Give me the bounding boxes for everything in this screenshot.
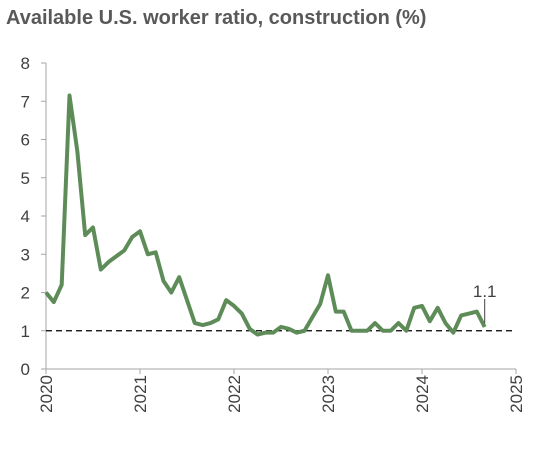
x-tick-label: 2024 [413,375,432,413]
y-tick-label: 5 [21,169,30,188]
x-tick-label: 2023 [319,375,338,413]
x-tick-label: 2021 [131,375,150,413]
y-tick-label: 8 [21,54,30,73]
y-tick-label: 3 [21,245,30,264]
x-tick-label: 2020 [37,375,56,413]
chart-title: Available U.S. worker ratio, constructio… [6,7,426,29]
y-tick-label: 6 [21,131,30,150]
y-tick-label: 1 [21,322,30,341]
y-tick-label: 0 [21,360,30,379]
y-tick-label: 7 [21,92,30,111]
x-tick-label: 2022 [225,375,244,413]
annotation: 1.1 [473,282,497,301]
x-tick-label: 2025 [507,375,526,413]
y-tick-label: 2 [21,284,30,303]
y-tick-label: 4 [21,207,30,226]
data-line [44,93,487,337]
